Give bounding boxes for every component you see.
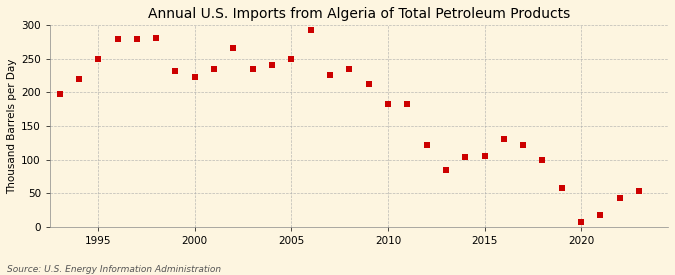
Point xyxy=(383,102,394,107)
Point xyxy=(537,158,548,162)
Point xyxy=(344,67,355,71)
Text: Source: U.S. Energy Information Administration: Source: U.S. Energy Information Administ… xyxy=(7,265,221,274)
Point xyxy=(614,196,625,200)
Point xyxy=(170,68,181,73)
Y-axis label: Thousand Barrels per Day: Thousand Barrels per Day xyxy=(7,58,17,194)
Point xyxy=(556,186,567,190)
Point xyxy=(634,189,645,194)
Point xyxy=(54,91,65,96)
Point xyxy=(247,67,258,72)
Point xyxy=(402,102,412,107)
Point xyxy=(498,137,509,142)
Point xyxy=(74,77,84,81)
Point xyxy=(421,143,432,147)
Point xyxy=(363,82,374,86)
Title: Annual U.S. Imports from Algeria of Total Petroleum Products: Annual U.S. Imports from Algeria of Tota… xyxy=(148,7,570,21)
Point xyxy=(595,213,606,217)
Point xyxy=(92,57,103,61)
Point xyxy=(112,37,123,41)
Point xyxy=(209,67,219,72)
Point xyxy=(441,167,452,172)
Point xyxy=(518,143,529,147)
Point xyxy=(479,154,490,158)
Point xyxy=(286,56,297,61)
Point xyxy=(325,73,335,78)
Point xyxy=(190,75,200,80)
Point xyxy=(460,155,470,159)
Point xyxy=(576,219,587,224)
Point xyxy=(132,37,142,41)
Point xyxy=(267,63,277,68)
Point xyxy=(151,36,161,41)
Point xyxy=(305,28,316,32)
Point xyxy=(228,46,239,50)
